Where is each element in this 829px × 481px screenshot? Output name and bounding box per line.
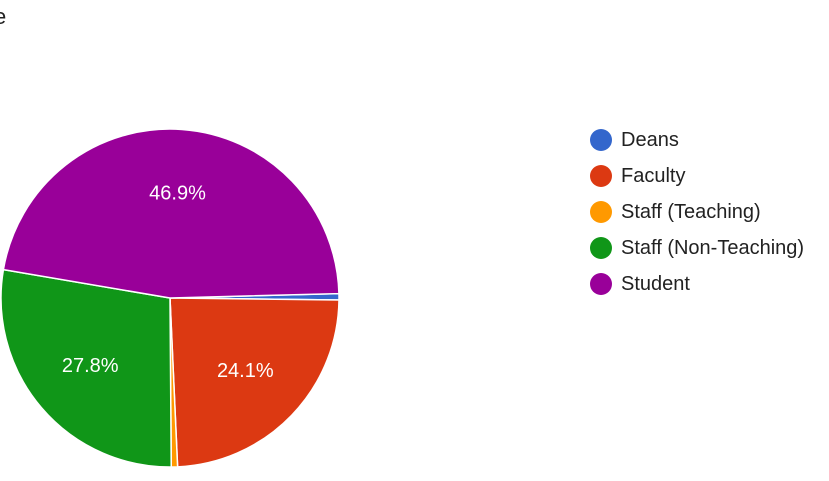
- legend-item: Student: [590, 273, 690, 295]
- legend-label: Staff (Teaching): [621, 201, 761, 223]
- legend-item: Staff (Teaching): [590, 201, 761, 223]
- pie-slices: [0, 128, 340, 468]
- legend: Deans Faculty Staff (Teaching) Staff (Non-T…: [590, 129, 804, 295]
- pie-slice-labels: 24.1% 27.8% 46.9%: [62, 183, 274, 382]
- question-title-fragment: e: [0, 4, 6, 29]
- legend-item: Faculty: [590, 165, 685, 187]
- legend-label: Faculty: [621, 165, 685, 187]
- legend-label: Deans: [621, 129, 679, 151]
- legend-label: Staff (Non-Teaching): [621, 237, 804, 259]
- pie-slice-staff-non-teaching: [0, 268, 172, 468]
- legend-swatch: [590, 201, 612, 223]
- legend-label: Student: [621, 273, 690, 295]
- pie-slice-label: 27.8%: [62, 355, 119, 377]
- pie-slice-label: 24.1%: [217, 360, 274, 382]
- legend-item: Staff (Non-Teaching): [590, 237, 804, 259]
- legend-swatch: [590, 165, 612, 187]
- legend-swatch: [590, 237, 612, 259]
- legend-swatch: [590, 273, 612, 295]
- pie-slice-faculty: [169, 297, 340, 468]
- legend-item: Deans: [590, 129, 679, 151]
- pie-slice-label: 46.9%: [149, 183, 206, 205]
- legend-swatch: [590, 129, 612, 151]
- pie-slice-student: [2, 128, 340, 299]
